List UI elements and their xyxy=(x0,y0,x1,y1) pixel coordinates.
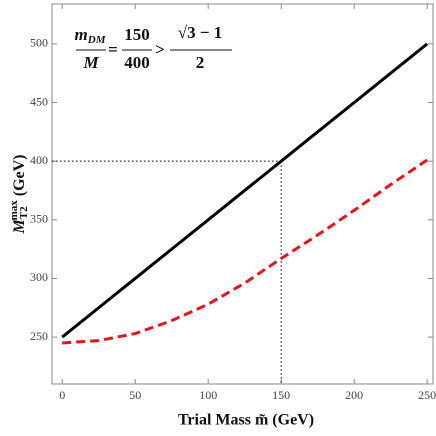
ann-gt: > xyxy=(155,40,165,59)
y-tick-label: 250 xyxy=(30,329,48,343)
series-line xyxy=(62,158,429,345)
x-tick-label: 0 xyxy=(59,388,65,402)
x-tick-label: 50 xyxy=(129,388,141,402)
x-tick-label: 200 xyxy=(345,388,363,402)
y-tick-label: 400 xyxy=(30,153,48,167)
ann-den: M xyxy=(82,53,99,72)
x-axis-label: Trial Mass m̃ (GeV) xyxy=(178,412,314,429)
ann-num: 150 xyxy=(124,25,150,44)
ann-eq: = xyxy=(108,40,118,59)
y-axis-label: MT2max(GeV) xyxy=(8,154,30,234)
plot-frame xyxy=(51,3,434,385)
ann-den: 2 xyxy=(196,53,205,72)
y-tick-label: 450 xyxy=(30,94,48,108)
ann-num: mDM xyxy=(75,25,107,46)
x-tick-label: 250 xyxy=(418,388,436,402)
y-tick-label: 350 xyxy=(30,212,48,226)
x-tick-label: 100 xyxy=(199,388,217,402)
ann-den: 400 xyxy=(124,53,150,72)
y-tick-label: 300 xyxy=(30,270,48,284)
ann-num: √3 − 1 xyxy=(178,23,223,42)
series-line xyxy=(61,42,429,339)
annotation: mDM M = 150 400 > √3 − 1 2 xyxy=(75,23,232,72)
x-tick-label: 150 xyxy=(272,388,290,402)
y-tick-label: 500 xyxy=(30,36,48,50)
